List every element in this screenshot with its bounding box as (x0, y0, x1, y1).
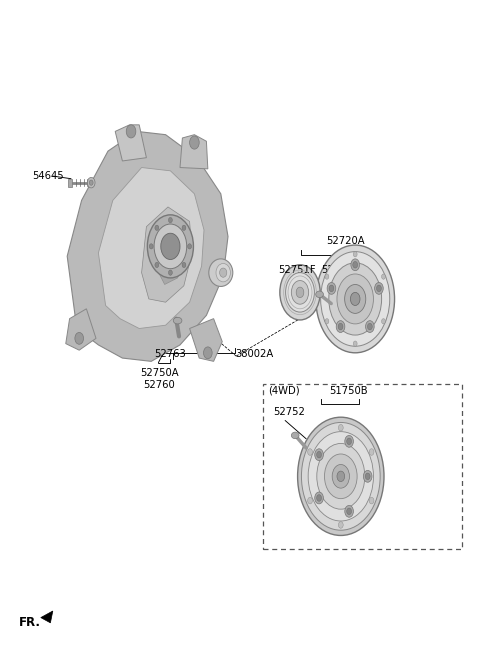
Circle shape (338, 323, 343, 330)
Circle shape (87, 177, 95, 188)
Circle shape (325, 274, 329, 279)
Circle shape (327, 283, 336, 294)
Circle shape (345, 436, 353, 447)
Circle shape (338, 424, 343, 431)
Text: 54645: 54645 (33, 171, 64, 181)
Circle shape (321, 252, 390, 346)
Polygon shape (180, 135, 208, 169)
Circle shape (337, 274, 373, 324)
Circle shape (204, 347, 212, 359)
Circle shape (286, 273, 314, 312)
Circle shape (155, 225, 159, 231)
Circle shape (316, 245, 395, 353)
Circle shape (317, 443, 365, 509)
Polygon shape (190, 319, 222, 361)
Circle shape (382, 319, 385, 324)
Circle shape (382, 274, 385, 279)
Text: 52750A: 52750A (140, 369, 179, 378)
Circle shape (368, 323, 372, 330)
Text: 52720A: 52720A (326, 236, 365, 246)
Circle shape (308, 432, 373, 521)
Circle shape (376, 285, 381, 292)
Text: 52763: 52763 (155, 349, 186, 359)
Circle shape (155, 262, 159, 267)
Circle shape (345, 284, 366, 313)
Circle shape (291, 281, 309, 304)
Circle shape (296, 287, 304, 298)
Ellipse shape (173, 317, 182, 324)
Circle shape (351, 259, 360, 271)
Ellipse shape (220, 268, 227, 277)
Circle shape (154, 224, 187, 269)
Text: 38002A: 38002A (235, 349, 274, 359)
Bar (263, 384, 462, 549)
Bar (68, 179, 72, 187)
Text: 51750B: 51750B (329, 386, 367, 396)
Text: 52751F: 52751F (278, 265, 316, 275)
Circle shape (149, 244, 153, 249)
Polygon shape (154, 223, 186, 284)
Circle shape (315, 492, 324, 504)
Circle shape (126, 125, 136, 138)
Circle shape (329, 263, 382, 335)
Polygon shape (67, 131, 228, 361)
Circle shape (374, 283, 383, 294)
Circle shape (325, 319, 329, 324)
Circle shape (332, 464, 349, 488)
Circle shape (369, 449, 374, 455)
Circle shape (329, 285, 334, 292)
Circle shape (317, 451, 322, 458)
Circle shape (168, 217, 172, 223)
Ellipse shape (316, 291, 324, 298)
Circle shape (366, 321, 374, 332)
Circle shape (190, 136, 199, 149)
Circle shape (182, 262, 186, 267)
Circle shape (147, 215, 193, 278)
Circle shape (345, 505, 353, 517)
Circle shape (317, 495, 322, 501)
Circle shape (347, 508, 351, 514)
Polygon shape (98, 168, 204, 328)
Circle shape (315, 449, 324, 461)
Ellipse shape (209, 259, 233, 286)
Ellipse shape (216, 263, 230, 282)
Circle shape (353, 341, 357, 346)
Text: 52752: 52752 (322, 265, 353, 275)
Circle shape (301, 422, 380, 530)
Circle shape (337, 471, 345, 482)
Circle shape (347, 438, 351, 445)
Circle shape (188, 244, 192, 249)
Text: 52752: 52752 (274, 407, 305, 417)
Text: (4WD): (4WD) (268, 386, 300, 396)
Circle shape (353, 261, 358, 268)
Circle shape (324, 454, 357, 499)
Circle shape (89, 180, 93, 185)
Polygon shape (66, 309, 96, 350)
Circle shape (338, 522, 343, 528)
Circle shape (363, 470, 372, 482)
Circle shape (308, 497, 312, 504)
Text: FR.: FR. (19, 616, 41, 629)
Circle shape (75, 332, 84, 344)
Text: 52760: 52760 (144, 380, 175, 390)
Circle shape (336, 321, 345, 332)
Circle shape (168, 270, 172, 275)
Polygon shape (115, 125, 146, 161)
Circle shape (365, 473, 370, 480)
Circle shape (280, 265, 320, 320)
Circle shape (161, 233, 180, 260)
Circle shape (369, 497, 374, 504)
Circle shape (182, 225, 186, 231)
Polygon shape (41, 611, 53, 623)
Circle shape (350, 292, 360, 306)
Circle shape (308, 449, 312, 455)
Ellipse shape (291, 432, 299, 439)
Polygon shape (142, 207, 192, 302)
Circle shape (353, 252, 357, 257)
Circle shape (298, 417, 384, 535)
